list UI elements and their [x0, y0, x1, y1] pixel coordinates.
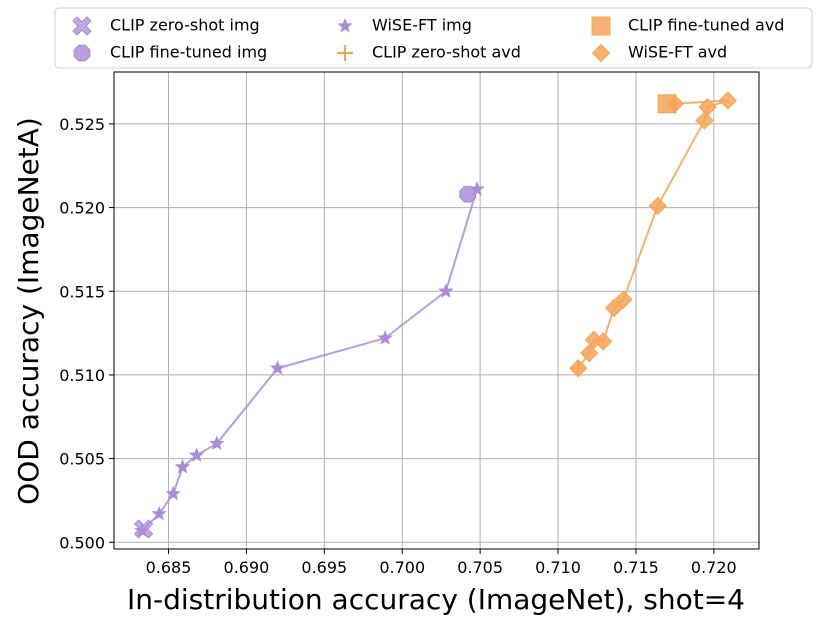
- legend-entry-clip-zero-shot-img: CLIP zero-shot img: [72, 16, 260, 36]
- grid: [114, 72, 759, 549]
- legend-label: WiSE-FT img: [372, 16, 472, 35]
- legend-marker-square: [591, 16, 611, 36]
- legend-marker-plus: [337, 45, 353, 61]
- star-marker: [174, 458, 191, 474]
- plus-marker: [337, 45, 353, 61]
- diamond-marker: [718, 91, 738, 110]
- diamond-marker: [695, 111, 714, 130]
- series-points: [134, 181, 485, 538]
- x-tick-label: 0.700: [379, 558, 425, 577]
- star-marker: [377, 330, 393, 345]
- legend-label: CLIP fine-tuned img: [110, 43, 267, 62]
- legend-marker-octagon: [73, 44, 91, 62]
- x-tick-label: 0.690: [224, 558, 270, 577]
- legend-label: WiSE-FT avd: [628, 43, 727, 62]
- x-marker: [72, 16, 92, 36]
- axes: 0.685 0.690 0.695 0.700 0.705 0.710 0.715 0.720…: [59, 115, 737, 577]
- y-tick-label: 0.500: [59, 533, 105, 552]
- legend-marker-x: [72, 16, 92, 36]
- legend-marker-star: [337, 17, 353, 33]
- x-tick-label: 0.715: [613, 558, 659, 577]
- diamond-marker: [648, 196, 667, 216]
- series-line: [577, 99, 729, 369]
- legend-entry-wise-ft-avd: WiSE-FT avd: [591, 43, 727, 63]
- y-tick-label: 0.510: [59, 366, 105, 385]
- diamond-marker: [591, 43, 611, 63]
- legend: CLIP zero-shot img CLIP fine-tuned img W…: [54, 7, 813, 69]
- diamond-marker: [569, 359, 588, 378]
- y-tick-label: 0.525: [59, 115, 105, 134]
- star-marker: [188, 447, 205, 462]
- legend-entry-clip-zero-shot-avd: CLIP zero-shot avd: [337, 43, 521, 62]
- star-marker: [438, 283, 454, 298]
- square-marker: [591, 16, 611, 36]
- y-tick-label: 0.515: [59, 282, 105, 301]
- y-tick-label: 0.520: [59, 199, 105, 218]
- x-tick-label: 0.695: [301, 558, 347, 577]
- legend-entry-wise-ft-img: WiSE-FT img: [337, 16, 472, 35]
- diamond-marker: [698, 97, 717, 117]
- x-tick-label: 0.705: [457, 558, 503, 577]
- x-tick-label: 0.710: [535, 558, 581, 577]
- x-axis-title: In-distribution accuracy (ImageNet), sho…: [127, 583, 745, 616]
- diamond-marker: [579, 343, 599, 363]
- legend-box: [54, 7, 813, 69]
- legend-label: CLIP zero-shot avd: [372, 43, 521, 62]
- legend-label: CLIP zero-shot img: [110, 16, 260, 35]
- series-points: [569, 91, 738, 378]
- octagon-marker: [73, 44, 91, 62]
- legend-entry-clip-fine-tuned-img: CLIP fine-tuned img: [73, 43, 267, 62]
- diamond-marker: [593, 332, 613, 351]
- series-line: [141, 188, 478, 532]
- star-marker: [165, 485, 181, 501]
- diamond-marker: [614, 290, 633, 309]
- star-marker: [469, 181, 485, 196]
- star-marker: [151, 505, 167, 521]
- diamond-marker: [604, 298, 624, 318]
- star-marker: [269, 360, 286, 375]
- x-tick-label: 0.685: [146, 558, 192, 577]
- x-tick-label: 0.720: [691, 558, 737, 577]
- diamond-marker: [665, 94, 685, 114]
- legend-entry-clip-fine-tuned-avd: CLIP fine-tuned avd: [591, 16, 784, 36]
- star-marker: [337, 17, 353, 33]
- legend-marker-diamond: [591, 43, 611, 63]
- series-layer: [133, 91, 738, 539]
- plot-frame: [113, 71, 760, 550]
- y-tick-label: 0.505: [59, 450, 105, 469]
- star-marker: [134, 522, 150, 538]
- legend-label: CLIP fine-tuned avd: [628, 16, 784, 35]
- y-axis-title: OOD accuracy (ImageNetA): [12, 117, 45, 505]
- star-marker: [209, 435, 225, 451]
